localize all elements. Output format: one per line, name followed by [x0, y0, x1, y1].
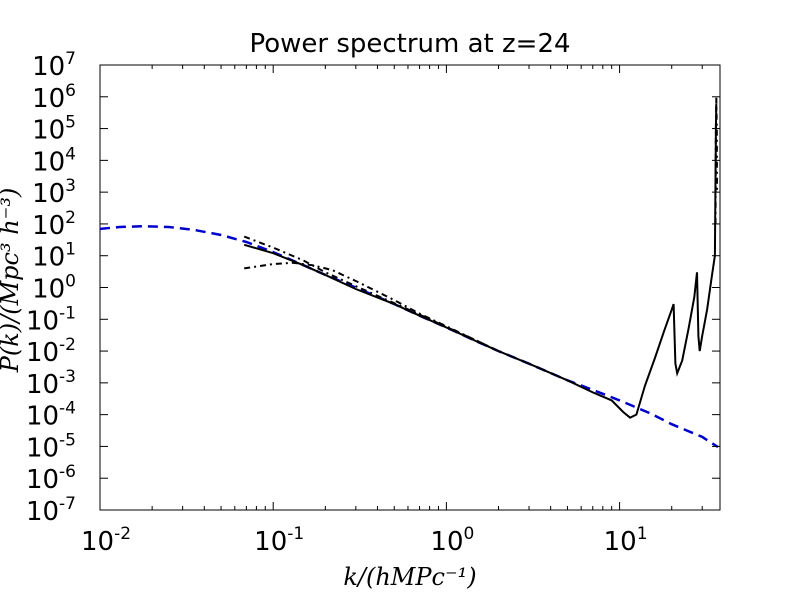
x-tick-label: 101 [604, 524, 648, 557]
y-tick-label: 103 [32, 176, 76, 209]
y-tick-label: 104 [32, 144, 76, 177]
y-tick-label: 107 [32, 49, 76, 82]
y-tick-label: 102 [32, 208, 76, 241]
series-line-4 [244, 261, 499, 353]
y-tick-label: 105 [32, 113, 76, 146]
x-tick-label: 100 [430, 524, 474, 557]
x-tick-label: 10-1 [254, 524, 304, 557]
series-line-2 [243, 103, 718, 419]
y-tick-label: 106 [32, 81, 76, 114]
tick-layer: 10-2 10-1 100 10110710610510410310210110010… [26, 49, 720, 557]
series-layer [100, 96, 719, 449]
x-tick-label: 10-2 [81, 524, 131, 557]
y-tick-label: 10-3 [26, 367, 76, 400]
y-tick-label: 10-7 [26, 494, 76, 527]
series-line-5 [714, 96, 718, 224]
y-tick-label: 10-2 [26, 335, 76, 368]
y-tick-label: 10-1 [26, 303, 76, 336]
y-tick-label: 10-6 [26, 462, 76, 495]
plot-area: 10-2 10-1 100 10110710610510410310210110010… [26, 49, 721, 557]
y-tick-label: 100 [32, 272, 76, 305]
y-axis-label: P(k)/(Mpc³ h⁻³) [0, 188, 24, 374]
plot-frame [99, 64, 721, 511]
y-tick-label: 10-4 [26, 399, 76, 432]
x-axis-label: k/(hMPc⁻¹) [343, 563, 476, 591]
y-tick-label: 10-5 [26, 430, 76, 463]
chart-title: Power spectrum at z=24 [249, 29, 570, 59]
y-tick-label: 101 [32, 240, 76, 273]
